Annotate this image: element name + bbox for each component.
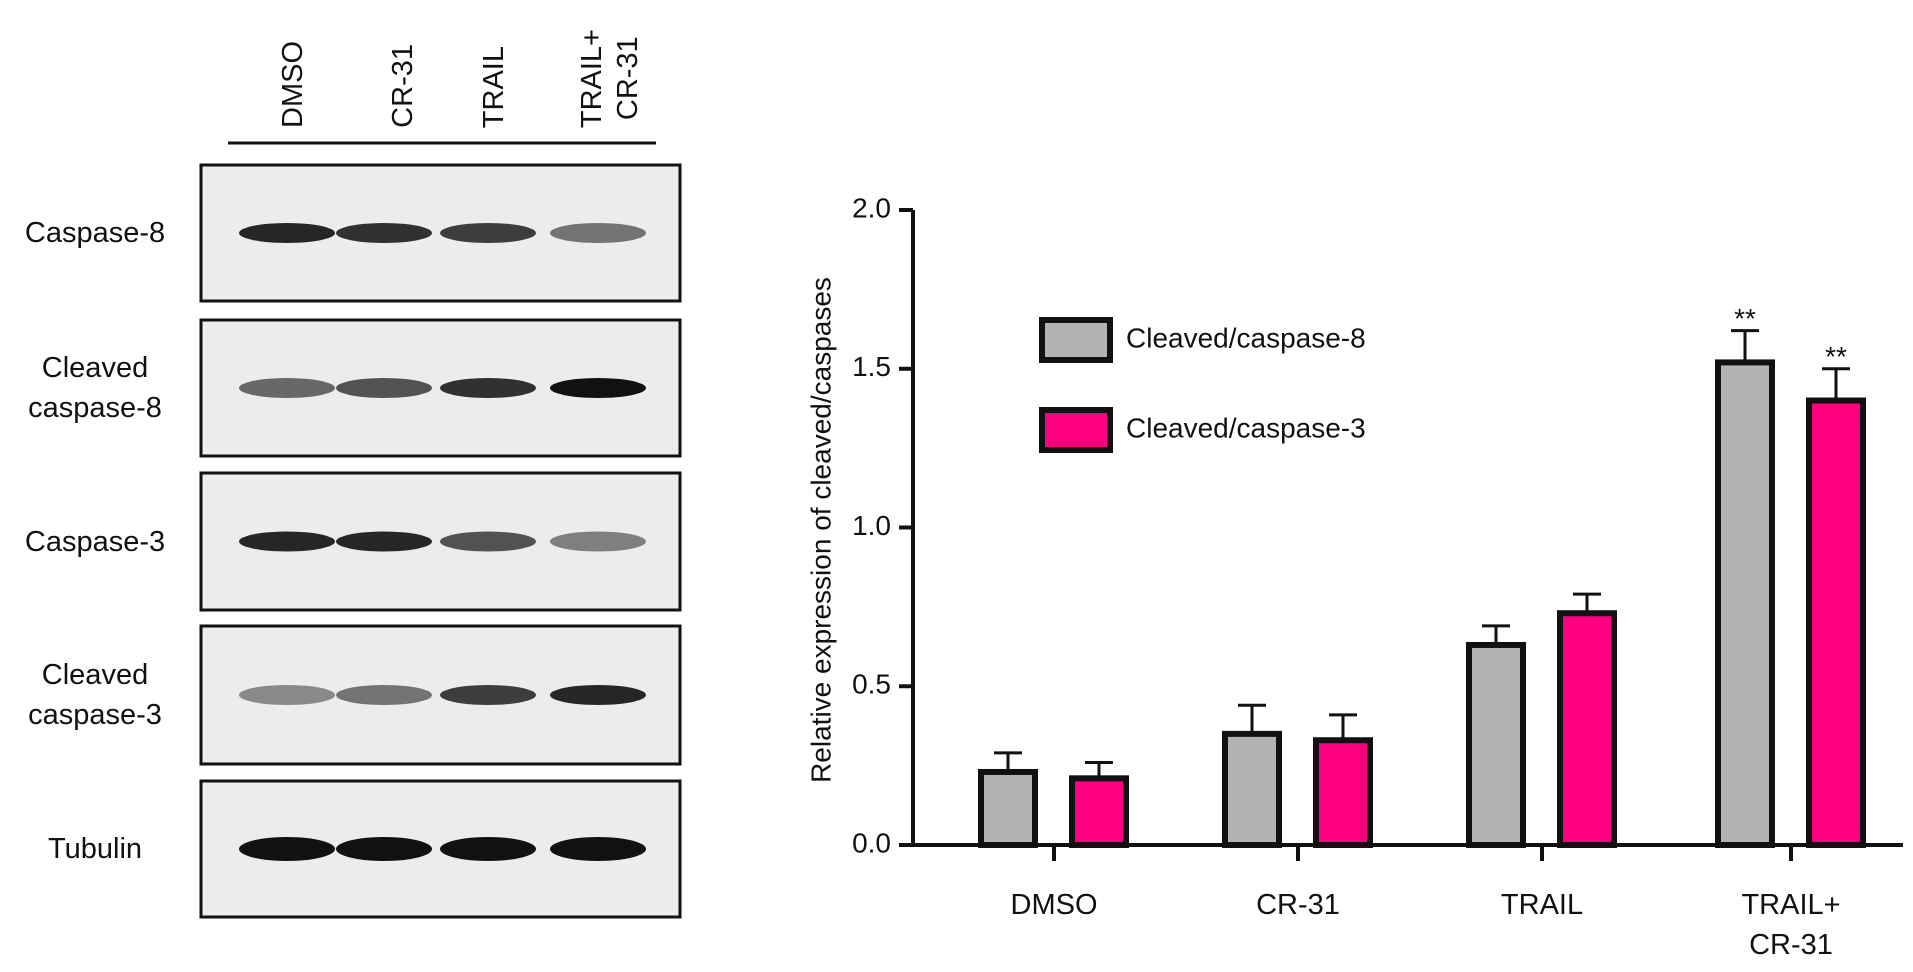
band (239, 531, 335, 552)
row-label: Tubulin (47, 833, 143, 865)
row-label: Cleaved caspase-3 (28, 659, 162, 731)
band (239, 685, 335, 705)
y-tick-label: 1.5 (852, 351, 891, 382)
bar (1069, 775, 1129, 849)
bar (1313, 737, 1373, 848)
band (440, 837, 536, 861)
y-tick-label: 1.0 (852, 510, 891, 541)
band (550, 378, 646, 398)
band (440, 685, 536, 705)
row-label: Caspase-8 (24, 217, 166, 249)
y-tick-label: 0.0 (852, 827, 891, 858)
annotation: ** (1825, 341, 1847, 372)
bar (1715, 359, 1775, 848)
band (336, 531, 432, 552)
bar (1466, 641, 1526, 848)
bar (978, 768, 1038, 848)
legend-label: Cleaved/caspase-3 (1126, 412, 1366, 443)
legend-swatch (1039, 407, 1113, 453)
row-label: Cleaved caspase-8 (28, 352, 162, 424)
band (550, 531, 646, 552)
band (440, 223, 536, 243)
row-label: Caspase-3 (24, 525, 166, 558)
annotation: ** (1734, 303, 1756, 334)
y-tick-label: 0.5 (852, 669, 891, 700)
band (336, 685, 432, 705)
x-tick-label: TRAIL (1500, 889, 1584, 921)
lane-label: DMSO (277, 41, 309, 128)
band (440, 531, 536, 552)
band (550, 223, 646, 243)
bar (1222, 730, 1282, 848)
lane-label: CR-31 (387, 44, 419, 128)
legend-label: Cleaved/caspase-8 (1126, 322, 1366, 353)
legend-swatch (1039, 317, 1113, 363)
y-axis-label: Relative expression of cleaved/caspases (805, 277, 836, 783)
bar (1557, 610, 1617, 848)
lane-label: TRAIL (478, 45, 510, 128)
band (239, 378, 335, 398)
x-tick-label: DMSO (1010, 889, 1098, 921)
band (440, 378, 536, 398)
band (336, 378, 432, 398)
lane-label: TRAIL+ CR-31 (576, 28, 644, 128)
band (550, 837, 646, 861)
band (336, 223, 432, 243)
bar (1806, 397, 1866, 848)
y-tick-label: 2.0 (852, 192, 891, 223)
band (239, 837, 335, 861)
band (239, 223, 335, 243)
x-tick-label: CR-31 (1256, 889, 1340, 921)
band (550, 685, 646, 705)
band (336, 837, 432, 861)
x-tick-label: TRAIL+ CR-31 (1741, 889, 1841, 961)
